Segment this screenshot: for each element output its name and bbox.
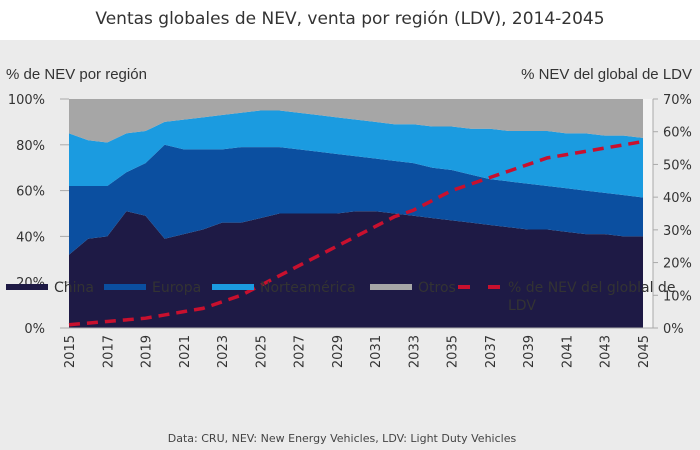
y2-tick-label: 0% [663, 322, 684, 337]
x-tick-label: 2041 [560, 335, 575, 368]
y2-tick-label: 60% [663, 126, 692, 141]
x-tick-label: 2035 [446, 335, 461, 368]
y2-tick-label: 20% [663, 257, 692, 272]
legend-label: Otros [418, 280, 456, 296]
y2-tick-label: 30% [663, 224, 692, 239]
x-tick-label: 2043 [599, 335, 614, 368]
legend-label: Europa [152, 280, 201, 296]
legend-label-line2: LDV [508, 298, 536, 314]
source-note: Data: CRU, NEV: New Energy Vehicles, LDV… [168, 432, 517, 445]
x-tick-label: 2033 [407, 335, 422, 368]
legend-swatch-europa [104, 284, 146, 290]
legend-swatch-norteamérica [212, 284, 254, 290]
x-tick-label: 2021 [178, 335, 193, 368]
x-tick-label: 2015 [63, 335, 78, 368]
y2-tick-label: 50% [663, 158, 692, 173]
plot-right-strip [643, 99, 653, 328]
line-nev-share [68, 139, 644, 327]
legend-swatch-otros [370, 284, 412, 290]
y-axis-label: % de NEV por región [6, 66, 147, 83]
x-tick-label: 2027 [293, 335, 308, 368]
x-tick-label: 2017 [101, 335, 116, 368]
legend-swatch-china [6, 284, 48, 290]
legend-label: Norteamérica [260, 280, 356, 296]
y2-axis-label: % NEV del global de LDV [521, 66, 692, 83]
y-tick-label: 0% [24, 322, 45, 337]
y-tick-label: 100% [8, 93, 45, 108]
y-tick-label: 40% [16, 230, 45, 245]
x-tick-label: 2037 [484, 335, 499, 368]
x-tick-label: 2019 [140, 335, 155, 368]
y-tick-label: 60% [16, 185, 45, 200]
y2-tick-label: 40% [663, 191, 692, 206]
y2-tick-label: 70% [663, 93, 692, 108]
x-tick-label: 2025 [254, 335, 269, 368]
legend-label: China [54, 280, 94, 296]
area-otros [69, 99, 643, 143]
x-tick-label: 2031 [369, 335, 384, 368]
area-china [69, 211, 643, 328]
y-tick-label: 80% [16, 139, 45, 154]
area-europa [69, 144, 643, 255]
x-tick-label: 2039 [522, 335, 537, 368]
x-tick-label: 2023 [216, 335, 231, 368]
x-tick-label: 2045 [637, 335, 652, 368]
y2-tick-label: 10% [663, 289, 692, 304]
chart-title: Ventas globales de NEV, venta por región… [0, 0, 700, 40]
x-tick-label: 2029 [331, 335, 346, 368]
legend-label: % de NEV del globlal de [508, 280, 675, 296]
